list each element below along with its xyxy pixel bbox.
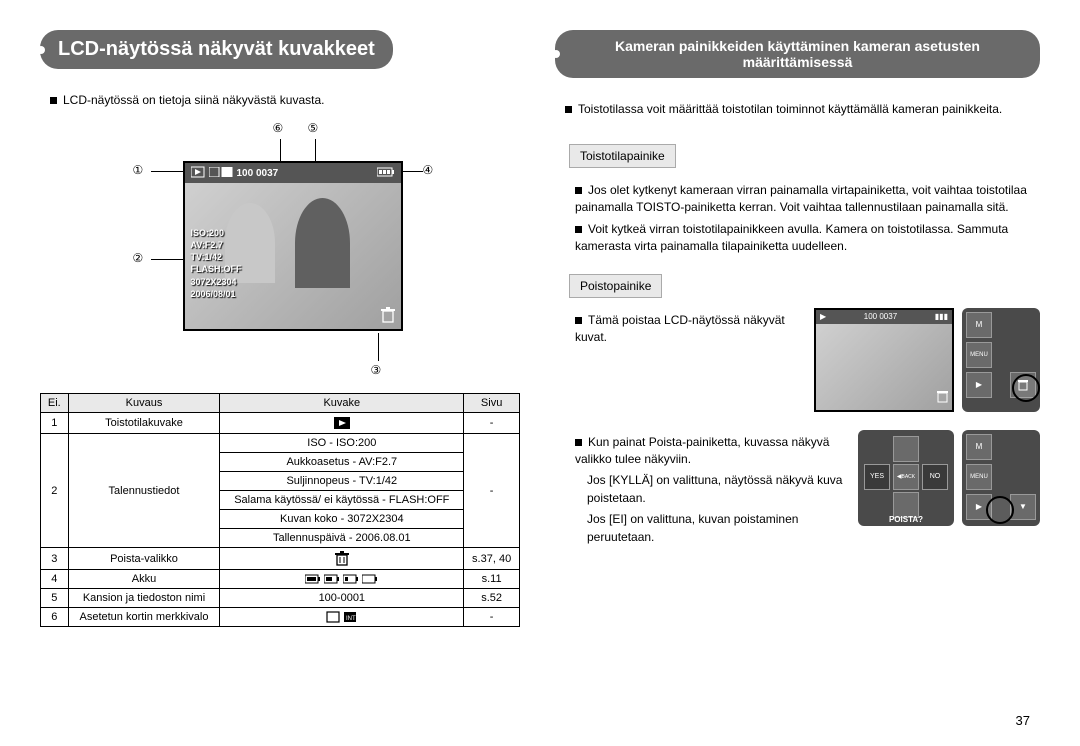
dpad2-menu[interactable]: MENU: [966, 464, 992, 490]
left-title: LCD-näytössä näkyvät kuvakkeet: [40, 30, 393, 69]
battery-icons-cell: [220, 570, 464, 589]
dpad-2: M MENU ▶ ▼: [962, 430, 1040, 526]
dpad-1: M MENU ▶: [962, 308, 1040, 412]
reference-table: Ei. Kuvaus Kuvake Sivu 1 Toistotilakuvak…: [40, 393, 520, 627]
section-toistotila: Toistotilapainike: [569, 144, 676, 168]
svg-text:INT: INT: [346, 616, 356, 622]
dpad-m[interactable]: M: [966, 312, 992, 338]
th-kuvake: Kuvake: [220, 394, 464, 413]
table-row: 2 Talennustiedot ISO - ISO:200 -: [41, 434, 520, 453]
lcd-info-block: ISO:200 AV:F2.7 TV:1/42 FLASH:OFF 3072X2…: [191, 227, 242, 300]
delete-dialog: YES ◀BACK NO POISTA?: [858, 430, 954, 526]
play-icon: [191, 166, 205, 181]
right-title: Kameran painikkeiden käyttäminen kameran…: [555, 30, 1040, 78]
right-column: Kameran painikkeiden käyttäminen kameran…: [555, 30, 1040, 726]
table-row: 3 Poista-valikko s.37, 40: [41, 548, 520, 570]
lcd-screen: 100 0037 ISO:200 AV:F2.7 TV:1/42 FLASH:O…: [183, 161, 403, 331]
lcd-diagram: ⑥ ⑤ ① ④ ② ③: [123, 121, 443, 381]
s1-bullet-2: Voit kytkeä virran toistotilapainikkeen …: [575, 221, 1040, 256]
back-button[interactable]: ◀BACK: [893, 464, 919, 490]
page-number: 37: [1016, 713, 1030, 728]
table-row: 6 Asetetun kortin merkkivalo INT -: [41, 608, 520, 627]
section-poisto: Poistopainike: [569, 274, 662, 298]
left-intro: LCD-näytössä on tietoja siinä näkyvästä …: [50, 93, 525, 107]
file-counter: 100 0037: [237, 168, 377, 179]
table-row: 1 Toistotilakuvake -: [41, 413, 520, 434]
card-icons-cell: INT: [220, 608, 464, 627]
callout-1: ①: [133, 163, 144, 177]
th-ei: Ei.: [41, 394, 69, 413]
s2-bullet-1: Tämä poistaa LCD-näytössä näkyvät kuvat.: [575, 312, 800, 347]
battery-icon: [377, 167, 395, 180]
no-button[interactable]: NO: [922, 464, 948, 490]
trash-icon: [381, 307, 395, 323]
left-column: LCD-näytössä näkyvät kuvakkeet LCD-näytö…: [40, 30, 525, 726]
th-sivu: Sivu: [464, 394, 520, 413]
table-row: 4 Akku s.11: [41, 570, 520, 589]
mini-lcd-1: ▶100 0037▮▮▮: [814, 308, 954, 412]
yes-button[interactable]: YES: [864, 464, 890, 490]
s2-line-4: Jos [EI] on valittuna, kuvan poistaminen…: [587, 511, 844, 546]
callout-2: ②: [133, 251, 144, 265]
dpad2-m[interactable]: M: [966, 434, 992, 460]
trash-icon-cell: [220, 548, 464, 570]
callout-3: ③: [371, 363, 382, 377]
s2-line-3: Jos [KYLLÄ] on valittuna, näytössä näkyv…: [587, 472, 844, 507]
card-indicator: [209, 167, 233, 180]
dpad-menu[interactable]: MENU: [966, 342, 992, 368]
right-intro: Toistotilassa voit määrittää toistotilan…: [565, 102, 1040, 116]
callout-6: ⑥: [273, 121, 284, 135]
dpad-play[interactable]: ▶: [966, 372, 992, 398]
table-row: 5 Kansion ja tiedoston nimi 100-0001 s.5…: [41, 589, 520, 608]
callout-4: ④: [423, 163, 434, 177]
mini-trash-icon: [937, 390, 948, 406]
th-kuvaus: Kuvaus: [68, 394, 220, 413]
s1-bullet-1: Jos olet kytkenyt kameraan virran painam…: [575, 182, 1040, 217]
poista-label: POISTA?: [858, 515, 954, 524]
dpad2-down[interactable]: ▼: [1010, 494, 1036, 520]
s2-bullet-2: Kun painat Poista-painiketta, kuvassa nä…: [575, 434, 844, 469]
play-icon-cell: [220, 413, 464, 434]
callout-5: ⑤: [308, 121, 319, 135]
